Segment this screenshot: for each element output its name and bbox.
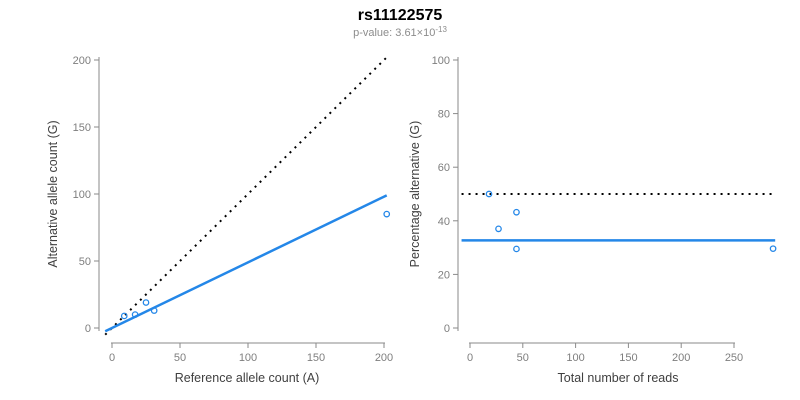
x-tick-label: 100 <box>566 352 584 364</box>
fit-line <box>104 194 388 333</box>
y-tick-label: 100 <box>432 55 450 67</box>
x-axis-title: Reference allele count (A) <box>175 371 320 385</box>
figure-subtitle: p-value: 3.61×10-13 <box>0 25 800 39</box>
data-point <box>142 299 150 306</box>
y-axis-title: Percentage alternative (G) <box>408 121 422 268</box>
y-tick-label: 40 <box>438 216 450 228</box>
y-tick-label: 0 <box>444 323 450 335</box>
data-point <box>485 190 493 198</box>
y-tick-label: 50 <box>79 256 91 268</box>
data-point <box>513 208 520 216</box>
x-tick-label: 150 <box>619 352 637 364</box>
y-tick-label: 200 <box>73 55 91 67</box>
y-axis-title: Alternative allele count (G) <box>46 120 60 267</box>
right-scatter-plot: 0 50 100 150 200 250 0 20 40 60 80 100 Total number … <box>408 55 777 385</box>
identity-line <box>104 56 388 336</box>
left-scatter-plot: 0 50 100 150 200 0 50 100 150 200 Reference allele… <box>46 55 393 385</box>
data-point <box>513 245 520 253</box>
x-tick-label: 50 <box>517 352 529 364</box>
x-axis-title: Total number of reads <box>558 371 679 385</box>
y-tick-label: 0 <box>85 323 91 335</box>
x-tick-label: 0 <box>467 352 473 364</box>
pvalue-exponent: -13 <box>435 25 447 34</box>
pvalue-text: p-value: 3.61×10 <box>353 27 436 39</box>
x-tick-label: 150 <box>307 352 325 364</box>
x-tick-label: 200 <box>375 352 393 364</box>
x-tick-label: 100 <box>239 352 257 364</box>
data-point <box>120 312 128 320</box>
x-tick-label: 200 <box>672 352 690 364</box>
y-tick-label: 80 <box>438 109 450 121</box>
data-point <box>769 245 777 253</box>
figure-title: rs11122575 <box>357 7 443 24</box>
y-tick-label: 150 <box>73 122 91 134</box>
x-tick-label: 250 <box>725 352 743 364</box>
x-tick-label: 50 <box>174 352 186 364</box>
y-tick-label: 60 <box>438 162 450 174</box>
y-tick-label: 20 <box>438 269 450 281</box>
y-tick-label: 100 <box>73 189 91 201</box>
data-point <box>131 311 139 318</box>
data-point <box>495 225 502 233</box>
x-tick-label: 0 <box>109 352 115 364</box>
data-point <box>383 210 391 218</box>
data-point <box>150 307 158 314</box>
